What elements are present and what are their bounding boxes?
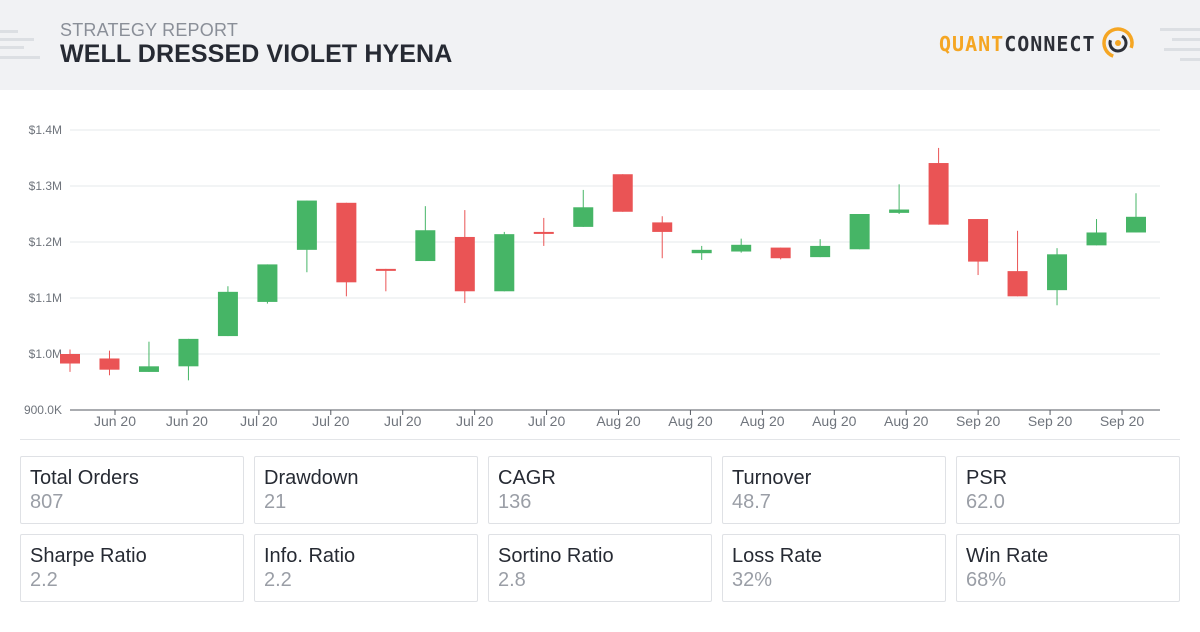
candle-body-up — [573, 207, 594, 227]
y-tick-label: $1.4M — [29, 123, 62, 137]
candle-body-up — [1086, 232, 1107, 246]
candle-body-up — [494, 234, 515, 292]
strategy-name: WELL DRESSED VIOLET HYENA — [60, 40, 453, 68]
header-decoration-right — [1160, 28, 1200, 31]
x-tick-label: Aug 20 — [596, 413, 641, 429]
x-tick-label: Jul 20 — [528, 413, 566, 429]
stat-card-sharpe-ratio: Sharpe Ratio 2.2 — [20, 534, 244, 602]
equity-chart: 900.0K $1.0M $1.1M $1.2M $1.3M $1.4M Jun 20 Jun… — [0, 110, 1200, 440]
stat-label: Loss Rate — [732, 545, 823, 567]
candle-body-up — [1047, 254, 1068, 291]
candle-body-up — [415, 230, 436, 262]
candle-body-down — [652, 222, 673, 232]
candle-body-down — [612, 174, 633, 212]
header-decoration-left — [0, 38, 34, 41]
candle-body-down — [533, 231, 554, 234]
candle-body-down — [968, 219, 989, 262]
stat-value: 68% — [966, 569, 1007, 591]
stat-card-drawdown: Drawdown 21 — [254, 456, 478, 524]
header-decoration-left — [0, 30, 18, 33]
stat-label: Turnover — [732, 467, 812, 489]
candle-body-up — [257, 264, 278, 302]
report-header: STRATEGY REPORT WELL DRESSED VIOLET HYEN… — [0, 0, 1200, 90]
stat-card-sortino-ratio: Sortino Ratio 2.8 — [488, 534, 712, 602]
stat-card-turnover: Turnover 48.7 — [722, 456, 946, 524]
candle-body-down — [375, 268, 396, 271]
stat-label: Win Rate — [966, 545, 1049, 567]
candle-body-up — [138, 366, 159, 372]
candle-body-up — [1126, 216, 1146, 233]
header-decoration-right — [1164, 48, 1200, 51]
report-label: STRATEGY REPORT — [60, 20, 239, 40]
header-decoration-right — [1180, 58, 1200, 61]
candle-body-up — [849, 214, 870, 250]
candle-body-up — [691, 249, 712, 254]
stat-value: 2.2 — [30, 569, 58, 591]
y-tick-label: $1.2M — [29, 235, 62, 249]
stat-value: 48.7 — [732, 491, 771, 513]
stat-label: Sharpe Ratio — [30, 545, 147, 567]
candle-body-up — [810, 245, 831, 258]
candle-body-up — [731, 244, 752, 252]
y-tick-label: $1.3M — [29, 179, 62, 193]
stat-label: Drawdown — [264, 467, 359, 489]
x-tick-label: Aug 20 — [668, 413, 713, 429]
y-tick-label: 900.0K — [24, 403, 62, 417]
candle-body-up — [217, 291, 238, 337]
stat-card-total-orders: Total Orders 807 — [20, 456, 244, 524]
y-tick-label: $1.0M — [29, 347, 62, 361]
candle-body-down — [928, 163, 949, 225]
header-decoration-left — [0, 46, 24, 49]
stat-card-loss-rate: Loss Rate 32% — [722, 534, 946, 602]
stat-value: 136 — [498, 491, 532, 513]
candle-body-down — [336, 202, 357, 283]
stat-label: Total Orders — [30, 467, 139, 489]
x-tick-label: Aug 20 — [740, 413, 785, 429]
candle-body-up — [178, 338, 199, 367]
section-divider — [20, 439, 1180, 440]
x-tick-label: Sep 20 — [956, 413, 1001, 429]
x-tick-label: Jul 20 — [384, 413, 422, 429]
stat-label: CAGR — [498, 467, 556, 489]
logo-text-quant: QUANT — [939, 32, 1005, 56]
equity-candlestick-chart: 900.0K $1.0M $1.1M $1.2M $1.3M $1.4M Jun 20 Jun… — [24, 123, 1160, 429]
candle-body-down — [1007, 271, 1028, 297]
logo-mark-icon — [1101, 27, 1134, 59]
candle-body-down — [99, 358, 120, 370]
x-tick-label: Sep 20 — [1028, 413, 1073, 429]
candle-body-down — [60, 354, 80, 364]
candle-body-down — [770, 247, 791, 259]
stat-label: Sortino Ratio — [498, 545, 614, 567]
candle-body-up — [889, 209, 910, 213]
stat-value: 21 — [264, 491, 287, 513]
x-tick-label: Sep 20 — [1100, 413, 1145, 429]
x-tick-label: Jul 20 — [312, 413, 350, 429]
stat-card-cagr: CAGR 136 — [488, 456, 712, 524]
candle-body-up — [296, 200, 317, 250]
stat-value: 2.8 — [498, 569, 526, 591]
stat-card-win-rate: Win Rate 68% — [956, 534, 1180, 602]
stat-label: Info. Ratio — [264, 545, 356, 567]
x-tick-label: Aug 20 — [812, 413, 857, 429]
x-tick-label: Jul 20 — [456, 413, 494, 429]
x-tick-label: Aug 20 — [884, 413, 929, 429]
stat-value: 2.2 — [264, 569, 292, 591]
stat-value: 62.0 — [966, 491, 1005, 513]
header-decoration-left — [0, 56, 40, 59]
stat-label: PSR — [966, 467, 1008, 489]
stat-value: 807 — [30, 491, 64, 513]
logo-text-connect: CONNECT — [1004, 32, 1096, 56]
stat-card-psr: PSR 62.0 — [956, 456, 1180, 524]
quantconnect-logo: QUANT CONNECT — [939, 24, 1136, 64]
stat-card-info-ratio: Info. Ratio 2.2 — [254, 534, 478, 602]
x-tick-label: Jun 20 — [94, 413, 136, 429]
y-tick-label: $1.1M — [29, 291, 62, 305]
stat-value: 32% — [732, 569, 773, 591]
x-tick-label: Jul 20 — [240, 413, 278, 429]
x-tick-label: Jun 20 — [166, 413, 208, 429]
header-decoration-right — [1172, 38, 1200, 41]
candle-body-down — [454, 236, 475, 292]
